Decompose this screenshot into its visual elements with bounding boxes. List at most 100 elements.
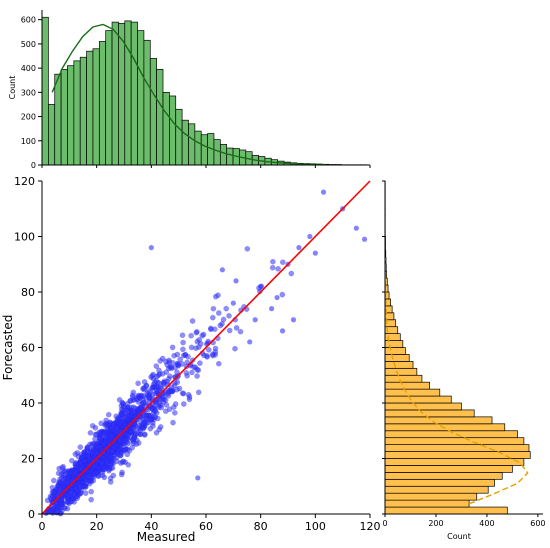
data-point bbox=[171, 409, 178, 416]
data-point bbox=[61, 504, 67, 511]
data-point bbox=[148, 416, 154, 423]
data-point bbox=[307, 233, 313, 240]
histogram-bar bbox=[384, 437, 525, 445]
data-point bbox=[60, 475, 67, 482]
data-point bbox=[209, 314, 216, 321]
data-point bbox=[48, 508, 54, 515]
right-x-axis-label: Count bbox=[447, 532, 471, 541]
histogram-bar bbox=[181, 119, 189, 166]
data-point bbox=[77, 444, 84, 450]
data-point bbox=[270, 258, 276, 265]
data-point bbox=[275, 265, 281, 272]
data-point bbox=[143, 395, 149, 401]
measured-histogram-panel: 0 100 200 300 400 500 600 Count bbox=[8, 10, 371, 170]
data-point bbox=[188, 332, 194, 339]
data-point bbox=[217, 322, 224, 329]
data-point bbox=[116, 396, 123, 403]
data-point bbox=[99, 460, 105, 466]
histogram-bar bbox=[162, 91, 170, 166]
histogram-bar bbox=[67, 65, 75, 166]
data-point bbox=[147, 389, 153, 396]
data-point bbox=[183, 370, 190, 376]
histogram-bar bbox=[118, 22, 126, 166]
data-point bbox=[50, 489, 57, 495]
data-point bbox=[119, 459, 126, 465]
data-point bbox=[116, 437, 122, 444]
data-point bbox=[177, 356, 183, 363]
y-axis-label: Forecasted bbox=[1, 315, 15, 381]
scatter-panel: 0 20 40 60 80 100 120 0 20 40 60 80 100 120 Measured Fo… bbox=[1, 175, 381, 544]
x-tick-label: 120 bbox=[360, 520, 381, 533]
data-point bbox=[269, 264, 276, 271]
histogram-bar bbox=[226, 147, 234, 166]
y-tick-label: 0 bbox=[28, 508, 35, 521]
data-point bbox=[197, 340, 204, 347]
data-point bbox=[200, 331, 207, 338]
histogram-bar bbox=[219, 144, 228, 166]
histogram-bar bbox=[384, 444, 530, 452]
data-point bbox=[186, 394, 193, 400]
histogram-bar bbox=[54, 73, 62, 166]
data-point bbox=[156, 426, 163, 433]
data-point bbox=[179, 390, 186, 397]
data-point bbox=[84, 444, 91, 451]
histogram-bar bbox=[73, 60, 81, 166]
data-point bbox=[141, 379, 148, 385]
data-point bbox=[193, 345, 199, 352]
data-point bbox=[72, 451, 79, 457]
data-point bbox=[179, 332, 186, 339]
data-point bbox=[125, 432, 131, 439]
data-point bbox=[158, 404, 165, 411]
data-point bbox=[133, 430, 139, 437]
data-point bbox=[180, 339, 186, 346]
data-point bbox=[139, 399, 146, 406]
data-point bbox=[102, 431, 108, 437]
x-axis-label: Measured bbox=[137, 530, 196, 544]
data-point bbox=[54, 507, 61, 514]
data-point bbox=[244, 245, 251, 252]
data-point bbox=[157, 384, 164, 391]
data-point bbox=[58, 480, 65, 487]
data-point bbox=[107, 479, 114, 485]
data-point bbox=[101, 466, 108, 473]
top-y-tick-label: 300 bbox=[21, 88, 36, 97]
histogram-bar bbox=[384, 465, 513, 473]
data-point bbox=[85, 453, 91, 459]
data-point bbox=[107, 453, 114, 460]
data-point bbox=[191, 364, 197, 371]
data-point bbox=[288, 270, 295, 277]
data-point bbox=[106, 465, 112, 471]
data-point bbox=[207, 325, 214, 332]
data-point bbox=[176, 385, 183, 392]
right-x-tick-label: 0 bbox=[382, 519, 387, 528]
histogram-bar bbox=[79, 56, 87, 166]
measured-bars bbox=[41, 16, 368, 166]
data-point bbox=[148, 245, 154, 251]
data-point bbox=[122, 409, 129, 416]
data-point bbox=[153, 377, 159, 384]
data-point bbox=[197, 360, 203, 366]
histogram-bar bbox=[384, 388, 441, 397]
y-tick-label: 120 bbox=[14, 175, 35, 188]
histogram-bar bbox=[98, 41, 107, 166]
data-point bbox=[91, 463, 97, 470]
data-point bbox=[90, 450, 96, 456]
histogram-bar bbox=[384, 485, 489, 494]
histogram-bar bbox=[384, 354, 410, 362]
data-point bbox=[104, 422, 110, 429]
data-point bbox=[100, 441, 107, 448]
data-point bbox=[73, 468, 80, 474]
data-point bbox=[118, 402, 125, 409]
data-point bbox=[279, 328, 286, 334]
y-tick-label: 80 bbox=[21, 286, 35, 299]
data-point bbox=[279, 291, 286, 298]
data-point bbox=[78, 466, 84, 472]
data-point bbox=[290, 317, 297, 323]
data-point bbox=[152, 407, 159, 414]
data-point bbox=[195, 475, 201, 481]
data-point bbox=[127, 412, 133, 419]
data-point bbox=[174, 369, 180, 376]
data-point bbox=[131, 435, 137, 442]
data-point bbox=[258, 283, 264, 290]
